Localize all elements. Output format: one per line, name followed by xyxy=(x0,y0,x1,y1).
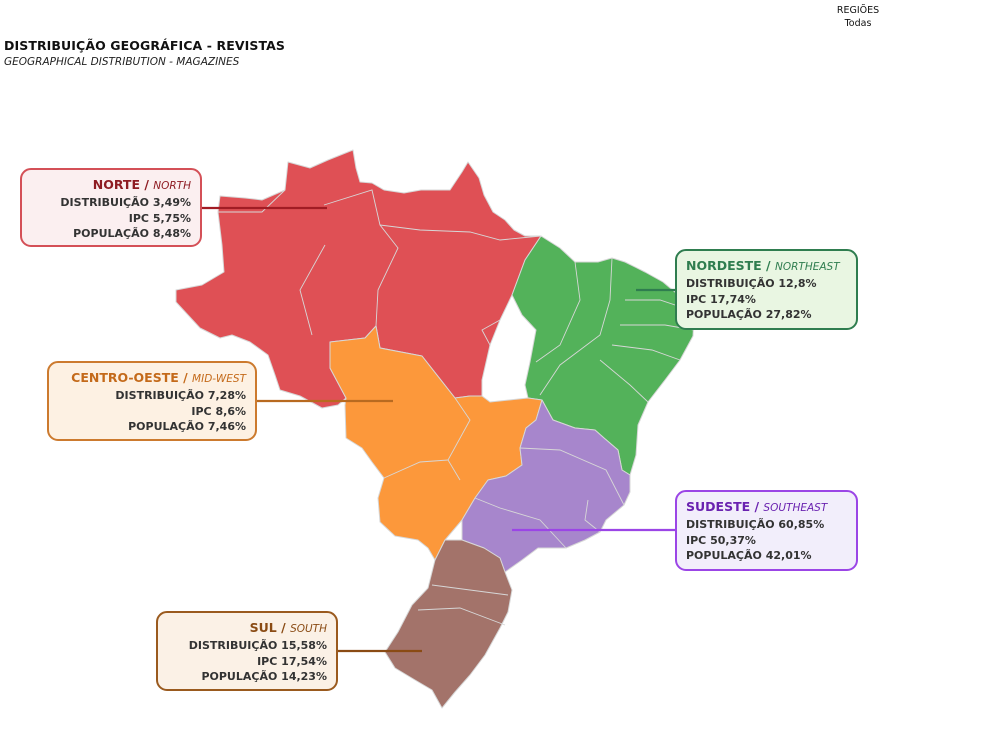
stat-value: 15,58% xyxy=(281,639,327,652)
stat-value: 17,54% xyxy=(281,654,327,668)
region-name: SUL xyxy=(249,620,277,635)
state-borders xyxy=(218,189,695,626)
stat-row-populacao: POPULAÇÃO 8,48% xyxy=(31,226,191,242)
leader-lines xyxy=(202,206,675,653)
stat-row-populacao: POPULAÇÃO 14,23% xyxy=(167,669,327,685)
stat-label: IPC xyxy=(686,533,707,547)
region-name: SUDESTE xyxy=(686,499,751,514)
region-card-header: CENTRO-OESTE / MID-WEST xyxy=(71,370,246,385)
stat-value: 42,01% xyxy=(765,549,812,562)
stat-value: 5,75% xyxy=(152,211,191,225)
region-norte[interactable] xyxy=(175,149,542,409)
region-name: NORTE xyxy=(92,177,140,192)
stat-label: IPC xyxy=(686,292,707,306)
stat-row-distribuicao: DISTRIBUIÇÃO 7,28% xyxy=(58,388,246,404)
stat-value: 60,85% xyxy=(778,518,825,531)
stat-row-distribuicao: DISTRIBUIÇÃO 3,49% xyxy=(31,195,191,211)
stat-label: DISTRIBUIÇÃO xyxy=(115,389,204,402)
region-filter-label: REGIÕES xyxy=(836,5,880,16)
region-filter[interactable]: REGIÕES Todas xyxy=(828,4,888,30)
stat-label: POPULAÇÃO xyxy=(686,308,762,321)
page-title: DISTRIBUIÇÃO GEOGRÁFICA - REVISTAS xyxy=(4,38,286,53)
region-nordeste[interactable] xyxy=(511,235,695,476)
stat-value: 14,23% xyxy=(281,670,327,683)
region-card-header: SUDESTE / SOUTHEAST xyxy=(686,499,828,514)
stat-label: POPULAÇÃO xyxy=(201,670,278,683)
region-name-en: SOUTH xyxy=(290,623,327,635)
stat-label: DISTRIBUIÇÃO xyxy=(60,196,149,209)
region-filter-value[interactable]: Todas xyxy=(844,18,872,29)
stat-label: IPC xyxy=(191,404,212,418)
stat-label: POPULAÇÃO xyxy=(686,549,762,562)
stat-row-ipc: IPC 17,54% xyxy=(167,654,327,670)
stat-value: 27,82% xyxy=(765,308,812,321)
stat-label: IPC xyxy=(257,654,278,668)
region-name-en: NORTH xyxy=(153,180,191,192)
stat-label: POPULAÇÃO xyxy=(128,420,204,433)
stat-row-ipc: IPC 5,75% xyxy=(31,211,191,227)
stat-value: 12,8% xyxy=(778,277,817,290)
stat-row-ipc: IPC 8,6% xyxy=(58,404,246,420)
stat-row-populacao: POPULAÇÃO 7,46% xyxy=(58,419,246,435)
stat-value: 8,6% xyxy=(215,404,246,418)
stat-row-populacao: POPULAÇÃO 27,82% xyxy=(686,307,847,323)
region-card-sudeste[interactable]: SUDESTE / SOUTHEAST DISTRIBUIÇÃO 60,85% … xyxy=(675,490,858,571)
stat-label: DISTRIBUIÇÃO xyxy=(686,277,775,290)
stat-value: 3,49% xyxy=(152,196,191,209)
region-card-header: NORDESTE / NORTHEAST xyxy=(686,258,840,273)
region-name-en: NORTHEAST xyxy=(774,261,840,273)
region-card-norte[interactable]: NORTE / NORTH DISTRIBUIÇÃO 3,49% IPC 5,7… xyxy=(20,168,202,247)
region-name: NORDESTE xyxy=(686,258,762,273)
stat-value: 7,46% xyxy=(207,420,246,433)
region-card-header: SUL / SOUTH xyxy=(249,620,327,635)
stat-label: POPULAÇÃO xyxy=(73,227,149,240)
region-card-header: NORTE / NORTH xyxy=(92,177,191,192)
page-subtitle: GEOGRAPHICAL DISTRIBUTION - MAGAZINES xyxy=(4,56,240,68)
stat-row-distribuicao: DISTRIBUIÇÃO 15,58% xyxy=(167,638,327,654)
stat-label: DISTRIBUIÇÃO xyxy=(188,639,278,652)
region-name-en: MID-WEST xyxy=(192,373,246,385)
stat-value: 50,37% xyxy=(710,533,756,547)
region-card-sul[interactable]: SUL / SOUTH DISTRIBUIÇÃO 15,58% IPC 17,5… xyxy=(156,611,338,691)
stat-row-ipc: IPC 17,74% xyxy=(686,292,847,308)
stat-value: 7,28% xyxy=(207,389,246,402)
region-card-nordeste[interactable]: NORDESTE / NORTHEAST DISTRIBUIÇÃO 12,8% … xyxy=(675,249,858,330)
stat-row-populacao: POPULAÇÃO 42,01% xyxy=(686,548,847,564)
region-name: CENTRO-OESTE xyxy=(71,370,179,385)
region-name-en: SOUTHEAST xyxy=(763,502,828,514)
stat-label: IPC xyxy=(128,211,149,225)
region-sul[interactable] xyxy=(384,539,513,709)
stat-label: DISTRIBUIÇÃO xyxy=(686,518,775,531)
stat-value: 17,74% xyxy=(710,292,756,306)
stat-row-distribuicao: DISTRIBUIÇÃO 60,85% xyxy=(686,517,847,533)
stat-row-distribuicao: DISTRIBUIÇÃO 12,8% xyxy=(686,276,847,292)
stat-row-ipc: IPC 50,37% xyxy=(686,533,847,549)
stat-value: 8,48% xyxy=(152,227,191,240)
region-card-centro-oeste[interactable]: CENTRO-OESTE / MID-WEST DISTRIBUIÇÃO 7,2… xyxy=(47,361,257,441)
